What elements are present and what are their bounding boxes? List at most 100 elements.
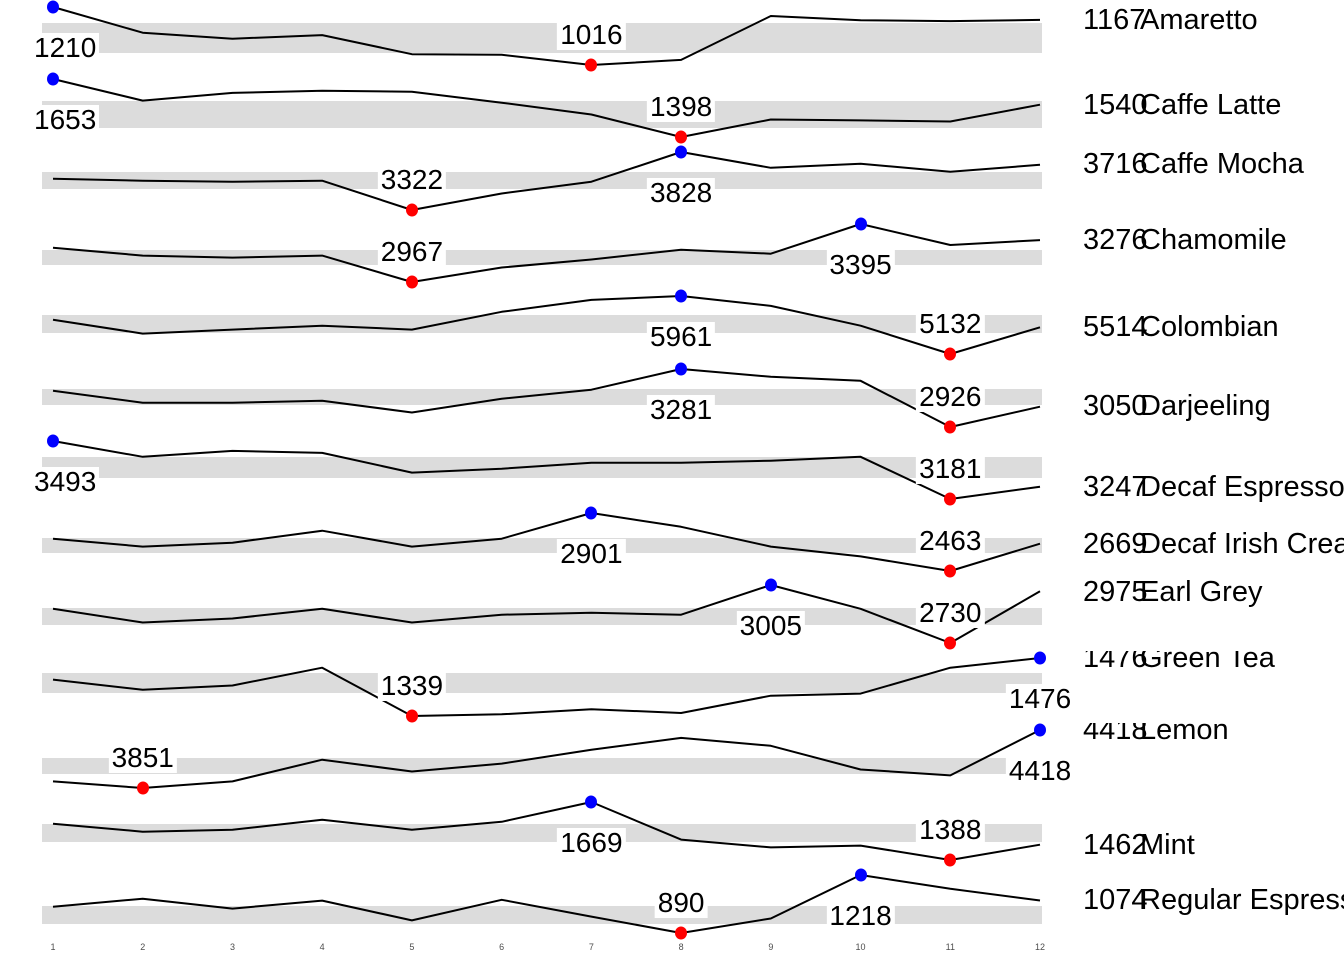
- max-value-label: 1653: [31, 105, 100, 136]
- sparkline-path: [52, 729, 1041, 789]
- last-value-label: 3716: [1083, 148, 1148, 181]
- series-name-label: Caffe Mocha: [1140, 148, 1304, 181]
- series-name-label: Mint: [1140, 829, 1195, 862]
- last-value-label: 1167: [1083, 3, 1146, 36]
- last-value-label: 3247: [1083, 470, 1148, 503]
- sparkline-row: 1210 1016 1167 Amaretto: [0, 0, 1344, 72]
- x-axis-tick-label: 11: [945, 942, 955, 952]
- sparkline-path: [52, 801, 1041, 862]
- last-value-label: 4418: [1083, 723, 1148, 746]
- min-dot: [944, 492, 957, 506]
- series-name-label: Caffe Latte: [1140, 88, 1282, 121]
- sparkline-row: 1669 1388 1462 Mint: [0, 795, 1344, 867]
- x-axis-tick-label: 6: [499, 942, 505, 952]
- sparkline-path: [52, 512, 1041, 573]
- min-value-label: 5132: [916, 309, 985, 340]
- x-axis: 1 2 3 4 5 6 7 8 9 10 11 12: [0, 938, 1344, 960]
- sparkline-row: 4418 3851 4418 Lemon: [0, 723, 1344, 795]
- sparkline-row: 3828 3322 3716 Caffe Mocha: [0, 145, 1344, 217]
- series-name-label: Green Tea: [1140, 650, 1275, 674]
- min-dot: [136, 781, 149, 795]
- max-value-label: 5961: [646, 322, 716, 353]
- series-name-label: Amaretto: [1140, 3, 1258, 36]
- min-value-label: 2463: [916, 526, 985, 557]
- x-axis-tick-label: 9: [768, 942, 774, 952]
- series-name-label: Colombian: [1140, 311, 1279, 344]
- min-dot: [675, 926, 688, 940]
- sparkline-path: [52, 150, 1041, 211]
- last-value-label: 2669: [1083, 527, 1148, 560]
- max-dot: [585, 795, 598, 809]
- x-axis-tick-label: 12: [1035, 942, 1046, 952]
- min-value-label: 890: [654, 887, 708, 918]
- min-dot: [944, 347, 957, 361]
- sparkline-path: [52, 367, 1041, 428]
- max-dot: [854, 217, 867, 231]
- min-value-label: 1339: [377, 670, 447, 701]
- last-value-label: 1540: [1083, 88, 1148, 121]
- min-dot: [405, 709, 418, 723]
- max-value-label: 3493: [31, 466, 100, 497]
- max-dot: [47, 434, 59, 448]
- min-value-label: 1388: [916, 815, 985, 846]
- last-value-label: 1074: [1083, 884, 1148, 917]
- min-value-label: 1016: [557, 20, 626, 50]
- sparkline-row: 1653 1398 1540 Caffe Latte: [0, 72, 1344, 144]
- x-axis-tick-label: 10: [855, 942, 866, 952]
- x-axis-tick-label: 5: [409, 942, 415, 952]
- max-value-label: 2901: [557, 539, 626, 570]
- normal-range-band: [42, 673, 1042, 694]
- normal-range-band: [42, 456, 1042, 479]
- normal-range-band: [42, 315, 1042, 334]
- sparkline-row: 3005 2730 2975 Earl Grey: [0, 578, 1344, 650]
- max-dot: [764, 578, 777, 592]
- sparkline-path: [52, 873, 1041, 934]
- max-value-label: 1669: [557, 828, 626, 859]
- last-value-label: 3050: [1083, 390, 1148, 423]
- sparkline-row: 3395 2967 3276 Chamomile: [0, 217, 1344, 289]
- series-name-label: Decaf Irish Cream: [1140, 527, 1344, 560]
- min-value-label: 3181: [916, 453, 985, 484]
- x-axis-tick-label: 4: [319, 942, 325, 952]
- last-value-label: 2975: [1083, 578, 1148, 608]
- sparkline-row: 3281 2926 3050 Darjeeling: [0, 362, 1344, 434]
- normal-range-band: [42, 823, 1042, 842]
- sparkline-row: 5961 5132 5514 Colombian: [0, 289, 1344, 361]
- series-name-label: Earl Grey: [1140, 578, 1263, 608]
- max-value-label: 3395: [826, 249, 895, 280]
- min-value-label: 2926: [916, 381, 985, 412]
- min-value-label: 1398: [646, 92, 716, 123]
- series-name-label: Darjeeling: [1140, 390, 1271, 423]
- sparkline-row: 3493 3181 3247 Decaf Espresso: [0, 434, 1344, 506]
- sparkline-path: [52, 78, 1041, 139]
- max-value-label: 1476: [1005, 683, 1075, 714]
- last-value-label: 3276: [1083, 224, 1148, 257]
- x-axis-tick-label: 7: [588, 942, 594, 952]
- max-value-label: 1210: [31, 33, 100, 63]
- min-value-label: 2967: [377, 236, 447, 267]
- min-value-label: 2730: [916, 598, 985, 629]
- normal-range-band: [42, 100, 1042, 128]
- x-axis-tick-label: 1: [50, 942, 56, 952]
- normal-range-band: [42, 905, 1042, 924]
- sparkline-path: [52, 295, 1041, 356]
- sparkline-path: [52, 439, 1041, 500]
- min-dot: [405, 275, 418, 289]
- max-dot: [1034, 651, 1047, 665]
- min-value-label: 3851: [108, 743, 177, 773]
- last-value-label: 1462: [1083, 829, 1148, 862]
- sparkline-path: [52, 6, 1041, 66]
- series-name-label: Lemon: [1140, 723, 1229, 746]
- min-dot: [675, 130, 688, 144]
- last-value-label: 5514: [1083, 311, 1148, 344]
- last-value-label: 1476: [1083, 650, 1148, 674]
- max-value-label: 4418: [1005, 756, 1075, 786]
- x-axis-tick-label: 3: [229, 942, 235, 952]
- series-name-label: Chamomile: [1140, 224, 1287, 257]
- min-value-label: 3322: [377, 164, 447, 195]
- max-dot: [1034, 723, 1047, 737]
- x-axis-tick-label: 8: [678, 942, 684, 952]
